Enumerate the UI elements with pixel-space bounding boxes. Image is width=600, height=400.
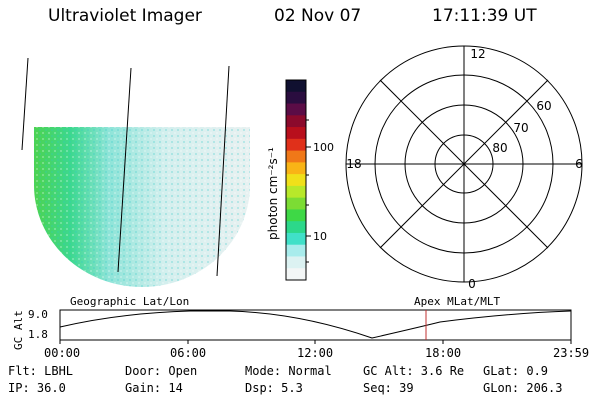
colorbar-segment	[286, 197, 306, 210]
glon-info: GLon: 206.3	[483, 381, 563, 395]
colorbar-segment	[286, 209, 306, 222]
orbit-altitude-curve	[59, 310, 572, 339]
time-tick: 12:00	[297, 346, 334, 360]
apex-caption: Apex MLat/MLT	[414, 295, 501, 308]
colorbar-segment	[286, 185, 306, 199]
glat-info: GLat: 0.9	[483, 364, 549, 378]
colorbar-segment	[286, 91, 306, 105]
meridian-line	[216, 65, 230, 277]
mlt-label-18: 18	[346, 157, 361, 171]
time-label: 17:11:39 UT	[432, 6, 537, 26]
time-tick: 00:00	[44, 346, 81, 360]
colorbar-segment	[286, 244, 306, 257]
meridian-line	[117, 67, 132, 273]
mlt-label-0: 0	[468, 277, 476, 291]
colorbar-segment	[286, 174, 306, 187]
colorbar-tick-10: 10	[313, 230, 327, 243]
seq-info: Seq: 39	[363, 381, 414, 395]
colorbar-segment	[286, 268, 306, 281]
colorbar-segment	[286, 256, 306, 269]
mlt-label-12: 12	[470, 47, 485, 61]
timeline-ytick-high: 9.0	[28, 308, 48, 321]
colorbar-label: photon cm⁻²s⁻¹	[266, 147, 280, 240]
lat-label-80: 80	[492, 141, 507, 155]
colorbar-segment	[286, 138, 306, 152]
dsp-info: Dsp: 5.3	[245, 381, 303, 395]
timeline-ylabel: GC Alt	[12, 310, 25, 350]
mode-info: Mode: Normal	[245, 364, 332, 378]
flt-info: Flt: LBHL	[8, 364, 74, 378]
colorbar-segment	[286, 127, 306, 140]
date-label: 02 Nov 07	[274, 6, 362, 26]
colorbar-segment	[286, 162, 306, 175]
gain-info: Gain: 14	[125, 381, 183, 395]
time-tick: 18:00	[425, 346, 462, 360]
instrument-title: Ultraviolet Imager	[48, 6, 202, 26]
time-tick: 06:00	[170, 346, 207, 360]
colorbar-segment	[286, 103, 306, 116]
lat-label-60: 60	[536, 99, 551, 113]
gc-alt-info: GC Alt: 3.6 Re	[363, 364, 465, 378]
colorbar-segment	[286, 150, 306, 163]
time-tick: 23:59	[553, 346, 590, 360]
door-info: Door: Open	[125, 364, 198, 378]
geographic-caption: Geographic Lat/Lon	[70, 295, 190, 308]
lat-label-70: 70	[513, 121, 528, 135]
colorbar-segment	[286, 115, 306, 128]
mlt-label-6: 6	[575, 157, 583, 171]
colorbar-segment	[286, 221, 306, 234]
uv-image	[34, 127, 250, 287]
ip-info: IP: 36.0	[8, 381, 66, 395]
colorbar-segment	[286, 232, 306, 246]
colorbar-segment	[286, 80, 306, 93]
meridian-line	[21, 57, 29, 151]
colorbar	[286, 80, 306, 281]
timeline-ytick-low: 1.8	[28, 328, 48, 341]
polar-grid	[345, 45, 583, 283]
colorbar-tick-100: 100	[313, 141, 334, 154]
